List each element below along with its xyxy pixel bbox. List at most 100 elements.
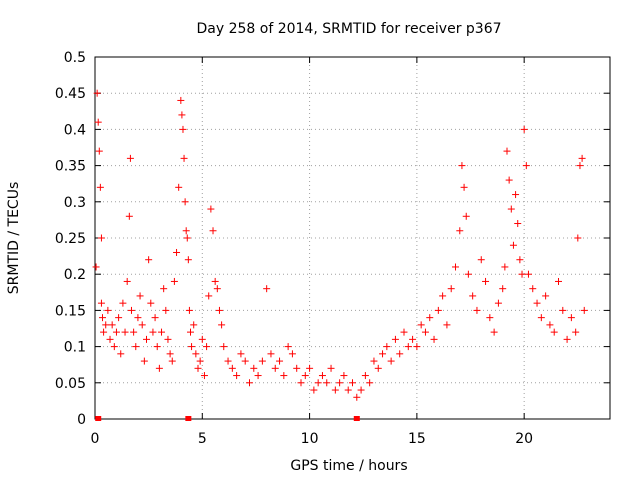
data-point (522, 162, 530, 170)
data-point (387, 357, 395, 365)
data-point (340, 372, 348, 380)
data-point (503, 147, 511, 155)
y-tick-label: 0.4 (64, 122, 86, 138)
data-point (458, 162, 466, 170)
data-point (207, 205, 215, 213)
data-point (482, 277, 490, 285)
zero-markers (95, 416, 360, 421)
data-point (220, 343, 228, 351)
data-point (563, 335, 571, 343)
data-point (237, 350, 245, 358)
data-point (460, 183, 468, 191)
data-point (177, 96, 185, 104)
data-point (533, 299, 541, 307)
x-tick-label: 5 (198, 431, 207, 447)
data-point (194, 364, 202, 372)
data-point (464, 270, 472, 278)
data-point (180, 154, 188, 162)
data-point (267, 350, 275, 358)
data-point (95, 147, 103, 155)
data-point (196, 357, 204, 365)
data-point (125, 212, 133, 220)
data-point (361, 372, 369, 380)
data-point (580, 306, 588, 314)
zero-marker (185, 416, 192, 421)
y-tick-label: 0.35 (55, 159, 86, 175)
data-point (170, 277, 178, 285)
data-point (306, 364, 314, 372)
data-point (203, 343, 211, 351)
x-tick-label: 10 (301, 431, 319, 447)
chart-title: Day 258 of 2014, SRMTID for receiver p36… (196, 21, 501, 37)
data-point (188, 343, 196, 351)
data-point (370, 357, 378, 365)
data-point (578, 154, 586, 162)
data-point (108, 321, 116, 329)
data-point (205, 292, 213, 300)
data-point (93, 89, 101, 97)
data-point (241, 357, 249, 365)
data-point (162, 306, 170, 314)
y-tick-label: 0.05 (55, 376, 86, 392)
data-point (357, 386, 365, 394)
data-point (130, 328, 138, 336)
data-point (301, 372, 309, 380)
data-point (546, 321, 554, 329)
data-point (409, 335, 417, 343)
data-point (254, 372, 262, 380)
data-point (158, 328, 166, 336)
data-point (211, 277, 219, 285)
data-point (110, 343, 118, 351)
data-point (383, 343, 391, 351)
data-point (336, 379, 344, 387)
data-point (246, 379, 253, 387)
data-point (250, 364, 258, 372)
data-point (263, 285, 271, 293)
y-axis-label: SRMTID / TECUs (6, 182, 22, 295)
data-point (473, 306, 481, 314)
data-point (439, 292, 447, 300)
data-point (184, 256, 192, 264)
data-point (288, 350, 296, 358)
data-point (192, 350, 200, 358)
data-point (145, 256, 153, 264)
data-point (198, 335, 206, 343)
data-point (331, 386, 339, 394)
data-point (190, 321, 198, 329)
data-point (426, 314, 434, 322)
data-point (404, 343, 412, 351)
data-point (310, 386, 318, 394)
data-point (134, 314, 142, 322)
data-point (181, 198, 189, 206)
data-point (271, 364, 279, 372)
data-point (537, 314, 545, 322)
data-point (143, 335, 150, 343)
data-point (349, 379, 356, 387)
data-point (166, 350, 174, 358)
data-point (477, 256, 485, 264)
data-point (258, 357, 266, 365)
data-point (396, 350, 404, 358)
data-point (276, 357, 284, 365)
data-point (550, 328, 558, 336)
data-point (514, 220, 522, 228)
data-point (155, 364, 163, 372)
data-point (555, 277, 562, 285)
data-point (200, 372, 208, 380)
data-point (366, 379, 374, 387)
data-point (284, 343, 292, 351)
data-point (147, 299, 155, 307)
data-point (462, 212, 470, 220)
data-point (182, 227, 190, 235)
data-point (100, 328, 108, 336)
data-point (96, 183, 104, 191)
x-tick-label: 0 (91, 431, 100, 447)
data-point (518, 270, 526, 278)
data-point (123, 277, 131, 285)
y-tick-label: 0.3 (64, 195, 86, 211)
data-point (293, 364, 301, 372)
data-point (112, 328, 120, 336)
data-point (447, 285, 455, 293)
y-tick-label: 0.2 (64, 267, 86, 283)
